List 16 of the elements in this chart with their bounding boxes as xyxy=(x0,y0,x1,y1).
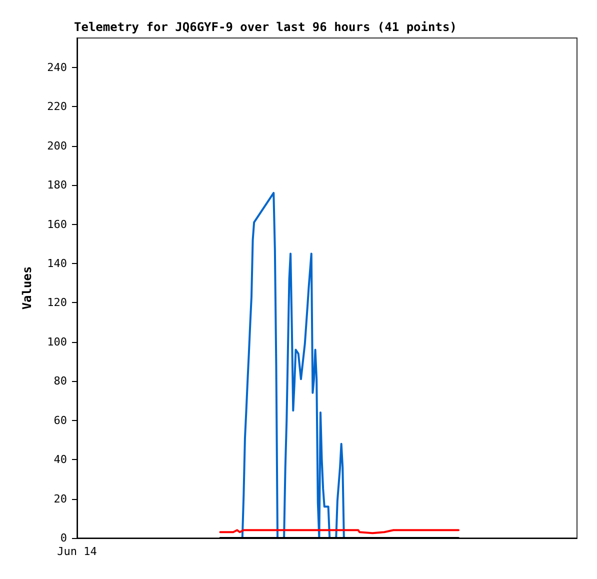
y-tick-label: 60 xyxy=(54,414,67,427)
y-tick-label: 220 xyxy=(47,100,67,114)
y-tick-label: 40 xyxy=(54,453,67,466)
y-tick-label: 240 xyxy=(47,60,67,74)
y-tick-label: 120 xyxy=(47,296,67,310)
y-tick-label: 140 xyxy=(47,256,67,270)
y-tick-label: 20 xyxy=(54,492,67,506)
y-axis-title: Values xyxy=(20,266,34,310)
y-tick-label: 100 xyxy=(47,335,67,348)
chart-title: Telemetry for JQ6GYF-9 over last 96 hours (41 points) xyxy=(74,20,457,34)
y-tick-label: 80 xyxy=(54,374,67,388)
y-tick-label: 0 xyxy=(60,532,67,544)
x-tick-label: Jun 14 xyxy=(57,545,98,558)
y-tick-label: 200 xyxy=(47,139,67,152)
y-tick-label: 160 xyxy=(47,218,67,231)
y-tick-label: 180 xyxy=(47,178,67,192)
